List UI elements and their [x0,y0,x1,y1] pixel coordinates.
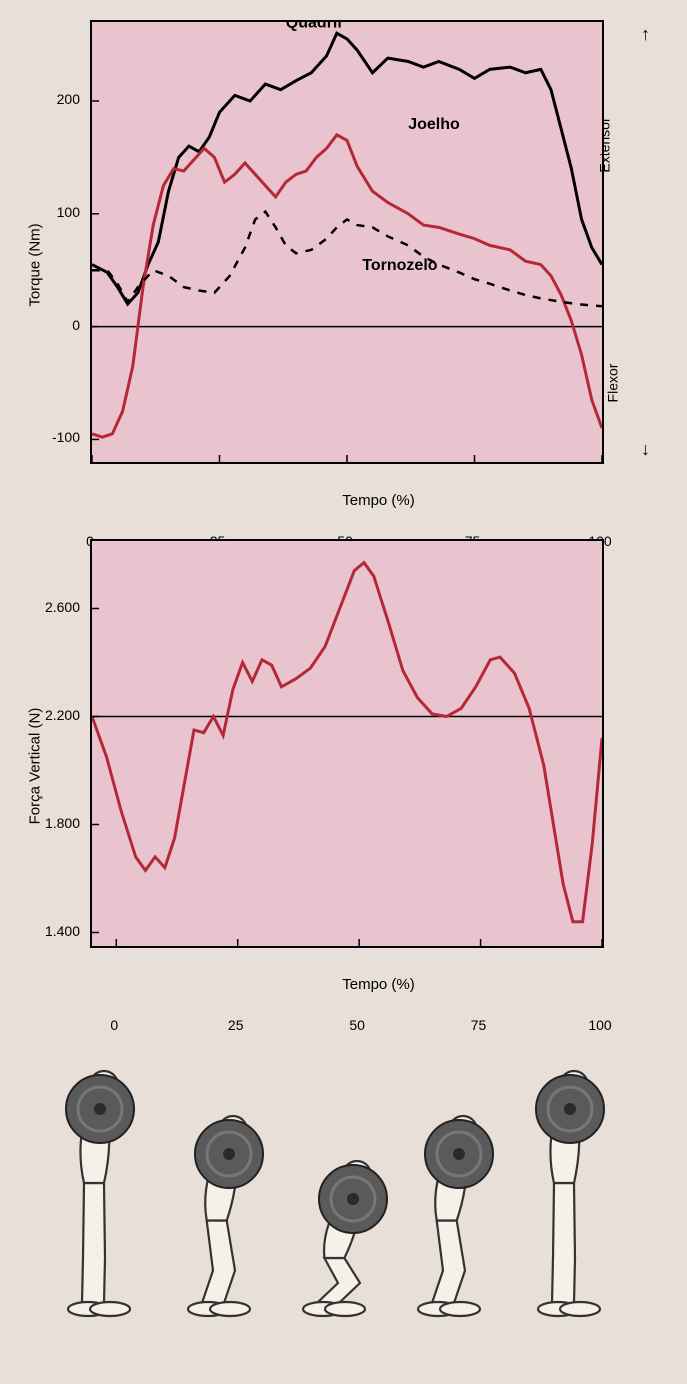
ytick-label: 2.200 [30,707,80,723]
chart1-plot-area: QuadrilJoelhoTornozelo ↑ Extensor Flexor… [90,20,604,464]
ytick-label: 100 [30,204,80,220]
chart2-ylabel: Força Vertical (N) [27,708,44,825]
ytick-label: 2.600 [30,599,80,615]
ytick-label: 1.400 [30,923,80,939]
chart2-xlabel: Tempo (%) [90,976,667,993]
xtick-label: 100 [588,1017,611,1033]
arrow-down-icon: ↓ [641,439,650,460]
ytick-label: -100 [30,429,80,445]
chart1-ylabel: Torque (Nm) [27,223,44,306]
chart2-plot-area [90,539,604,948]
xtick-label: 75 [471,1017,487,1033]
chart2-svg [92,541,602,946]
chart1-svg: Quadril Joelho Tornozelo [92,22,602,462]
flexor-label: Flexor [605,363,621,402]
squat-illustration [20,1013,667,1323]
ytick-label: 1.800 [30,815,80,831]
xtick-label: 0 [110,1017,118,1033]
ytick-label: 0 [30,317,80,333]
chart1-xlabel: Tempo (%) [90,492,667,509]
arrow-up-icon: ↑ [641,24,650,45]
svg-text:Quadril: Quadril [286,22,342,32]
xtick-label: 50 [349,1017,365,1033]
svg-text:Joelho: Joelho [408,116,460,133]
ytick-label: 200 [30,91,80,107]
torque-chart: Torque (Nm) QuadrilJoelhoTornozelo ↑ Ext… [90,20,667,509]
svg-text:Tornozelo: Tornozelo [362,257,437,274]
xtick-label: 25 [228,1017,244,1033]
force-chart: Força Vertical (N) 1.4001.8002.2002.600 … [90,539,667,993]
squat-sequence-svg [20,1013,620,1323]
extensor-label: Extensor [596,118,612,173]
